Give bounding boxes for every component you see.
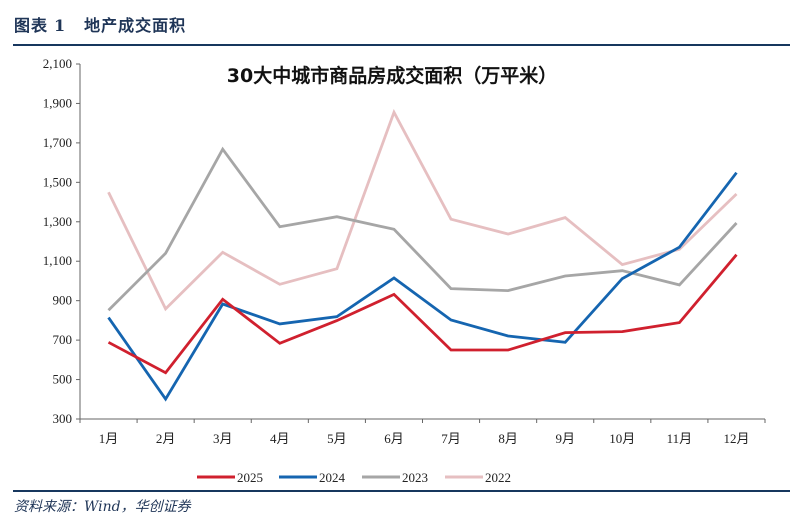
y-tick-label: 900 (53, 293, 73, 308)
y-tick-label: 300 (53, 411, 73, 426)
x-tick-label: 7月 (441, 431, 461, 446)
series-line-2022 (107, 108, 738, 312)
series-line-2023 (107, 146, 738, 312)
legend-item-2022: 2022 (445, 470, 511, 485)
x-tick-label: 8月 (498, 431, 518, 446)
y-tick-label: 700 (53, 332, 73, 347)
x-tick-label: 6月 (384, 431, 404, 446)
header-rule (13, 44, 790, 46)
y-tick-label: 1,900 (43, 95, 72, 110)
legend-label: 2022 (485, 470, 511, 485)
y-tick-label: 1,100 (43, 253, 72, 268)
y-tick-label: 1,500 (43, 174, 72, 189)
x-tick-label: 3月 (213, 431, 233, 446)
x-tick-label: 11月 (667, 431, 693, 446)
figure-label: 图表 (14, 16, 49, 35)
x-tick-label: 1月 (99, 431, 119, 446)
legend-label: 2024 (319, 470, 346, 485)
y-tick-label: 500 (53, 372, 73, 387)
x-tick-label: 5月 (327, 431, 347, 446)
y-tick-label: 1,300 (43, 214, 72, 229)
x-tick-label: 12月 (723, 431, 749, 446)
legend-item-2024: 2024 (279, 470, 346, 485)
legend-label: 2023 (402, 470, 428, 485)
series-line-2025 (107, 253, 738, 375)
x-tick-label: 4月 (270, 431, 290, 446)
source-note: 资料来源：Wind，华创证券 (14, 499, 191, 515)
x-tick-label: 9月 (555, 431, 575, 446)
figure-number: 1 (54, 16, 67, 35)
x-tick-label: 2月 (156, 431, 176, 446)
y-tick-label: 2,100 (43, 56, 72, 71)
chart-title: 30大中城市商品房成交面积（万平米） (227, 64, 557, 87)
y-tick-label: 1,700 (43, 135, 72, 150)
legend-item-2025: 2025 (197, 470, 263, 485)
figure-header: 图表 1 地产成交面积 (14, 12, 186, 36)
footer-rule (13, 490, 790, 492)
legend-label: 2025 (237, 470, 263, 485)
series-line-2024 (107, 171, 738, 402)
x-tick-label: 10月 (609, 431, 635, 446)
figure-title: 地产成交面积 (84, 16, 187, 35)
legend-item-2023: 2023 (362, 470, 428, 485)
